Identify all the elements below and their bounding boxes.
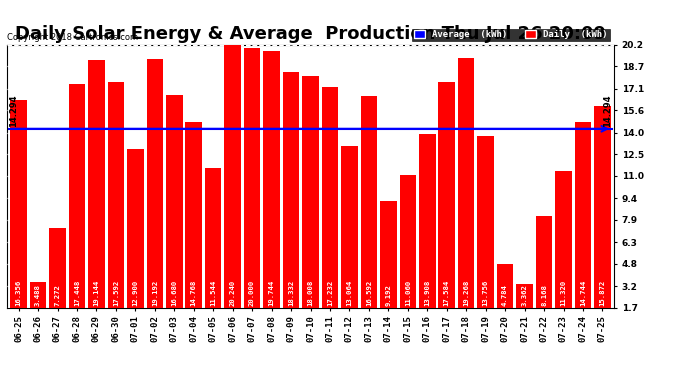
Bar xyxy=(497,264,513,308)
Text: 8.168: 8.168 xyxy=(541,284,547,306)
Text: 16.356: 16.356 xyxy=(16,280,21,306)
Text: 11.320: 11.320 xyxy=(560,280,566,306)
Text: 19.192: 19.192 xyxy=(152,280,158,306)
Text: 17.448: 17.448 xyxy=(74,280,80,306)
Text: 20.240: 20.240 xyxy=(230,280,236,306)
Text: 17.232: 17.232 xyxy=(327,280,333,306)
Bar xyxy=(264,51,280,308)
Text: 3.362: 3.362 xyxy=(522,284,528,306)
Bar xyxy=(283,72,299,308)
Text: 13.064: 13.064 xyxy=(346,280,353,306)
Text: 16.592: 16.592 xyxy=(366,280,372,306)
Text: 18.332: 18.332 xyxy=(288,280,294,306)
Text: 17.584: 17.584 xyxy=(444,280,450,306)
Text: 12.900: 12.900 xyxy=(132,280,139,306)
Text: 14.294: 14.294 xyxy=(9,94,18,127)
Text: 19.268: 19.268 xyxy=(463,280,469,306)
Text: 15.872: 15.872 xyxy=(600,280,605,306)
Text: 19.744: 19.744 xyxy=(268,280,275,306)
Bar xyxy=(10,99,27,308)
Text: 14.294: 14.294 xyxy=(603,94,612,127)
Bar xyxy=(361,96,377,308)
Text: 13.756: 13.756 xyxy=(482,280,489,306)
Bar xyxy=(555,171,572,308)
Text: 18.008: 18.008 xyxy=(308,280,313,306)
Bar xyxy=(477,136,494,308)
Text: 11.544: 11.544 xyxy=(210,280,216,306)
Title: Daily Solar Energy & Average  Production Thu Jul 26 20:09: Daily Solar Energy & Average Production … xyxy=(15,26,606,44)
Bar xyxy=(594,106,611,308)
Bar xyxy=(244,48,260,308)
Bar xyxy=(166,95,183,308)
Bar xyxy=(186,122,202,308)
Bar xyxy=(127,148,144,308)
Text: 11.060: 11.060 xyxy=(405,280,411,306)
Legend: Average  (kWh), Daily  (kWh): Average (kWh), Daily (kWh) xyxy=(412,28,609,41)
Bar xyxy=(302,76,319,308)
Bar xyxy=(322,87,338,308)
Text: Copyright 2018 Cartronics.com: Copyright 2018 Cartronics.com xyxy=(7,33,138,42)
Bar xyxy=(108,82,124,308)
Bar xyxy=(341,146,357,308)
Text: 3.488: 3.488 xyxy=(35,284,41,306)
Text: 14.768: 14.768 xyxy=(190,280,197,306)
Text: 4.784: 4.784 xyxy=(502,284,508,306)
Bar xyxy=(69,84,86,308)
Bar xyxy=(380,201,397,308)
Bar xyxy=(400,175,416,308)
Bar xyxy=(516,284,533,308)
Text: 7.272: 7.272 xyxy=(55,284,61,306)
Bar xyxy=(49,228,66,308)
Bar xyxy=(535,216,552,308)
Bar xyxy=(438,82,455,308)
Bar xyxy=(146,59,163,308)
Text: 13.908: 13.908 xyxy=(424,280,431,306)
Text: 16.680: 16.680 xyxy=(171,280,177,306)
Text: 17.592: 17.592 xyxy=(113,280,119,306)
Bar xyxy=(30,282,46,308)
Bar xyxy=(458,58,475,308)
Bar xyxy=(224,44,241,308)
Bar xyxy=(575,122,591,308)
Text: 9.192: 9.192 xyxy=(385,284,391,306)
Text: 14.744: 14.744 xyxy=(580,280,586,306)
Text: 20.000: 20.000 xyxy=(249,280,255,306)
Bar xyxy=(419,134,435,308)
Bar xyxy=(88,60,105,308)
Bar xyxy=(205,168,221,308)
Text: 19.144: 19.144 xyxy=(93,280,99,306)
